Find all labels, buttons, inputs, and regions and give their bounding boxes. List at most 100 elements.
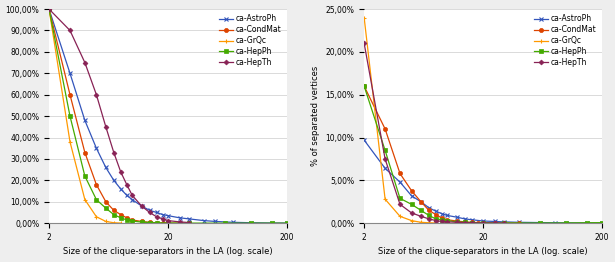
- ca-AstroPh: [176, 216, 183, 219]
- ca-CondMat: [453, 220, 461, 223]
- ca-HepPh: [536, 221, 544, 225]
- ca-CondMat: [102, 200, 109, 203]
- ca-CondMat: [396, 172, 403, 175]
- ca-HepTh: [164, 219, 172, 222]
- Line: ca-CondMat: ca-CondMat: [362, 84, 521, 225]
- ca-GrQc: [417, 221, 424, 224]
- ca-CondMat: [417, 200, 424, 203]
- ca-AstroPh: [129, 198, 136, 201]
- ca-AstroPh: [81, 119, 89, 122]
- ca-GrQc: [102, 220, 109, 223]
- ca-GrQc: [381, 198, 389, 201]
- ca-HepTh: [480, 221, 487, 225]
- ca-HepPh: [46, 8, 53, 11]
- ca-CondMat: [93, 183, 100, 186]
- ca-HepPh: [438, 218, 446, 221]
- ca-HepPh: [269, 222, 276, 225]
- ca-HepTh: [468, 221, 475, 224]
- ca-CondMat: [153, 221, 160, 224]
- ca-AstroPh: [453, 216, 461, 219]
- ca-HepPh: [443, 219, 451, 222]
- ca-AstroPh: [584, 221, 591, 225]
- ca-AstroPh: [432, 210, 440, 213]
- ca-HepPh: [417, 209, 424, 212]
- ca-CondMat: [432, 213, 440, 216]
- ca-HepTh: [153, 215, 160, 218]
- ca-CondMat: [123, 216, 130, 219]
- ca-AstroPh: [138, 204, 145, 208]
- ca-HepPh: [480, 221, 487, 224]
- ca-HepPh: [164, 221, 172, 225]
- ca-HepPh: [81, 174, 89, 178]
- ca-GrQc: [425, 221, 432, 224]
- ca-CondMat: [468, 221, 475, 224]
- ca-CondMat: [408, 189, 415, 192]
- ca-CondMat: [474, 221, 482, 224]
- ca-AstroPh: [501, 220, 508, 223]
- ca-HepPh: [93, 198, 100, 201]
- ca-HepTh: [102, 125, 109, 128]
- ca-HepPh: [102, 207, 109, 210]
- ca-CondMat: [138, 220, 145, 223]
- ca-HepTh: [138, 204, 145, 208]
- ca-CondMat: [81, 151, 89, 154]
- ca-HepTh: [408, 211, 415, 215]
- ca-HepPh: [146, 221, 153, 224]
- ca-HepPh: [221, 222, 229, 225]
- ca-AstroPh: [443, 214, 451, 217]
- ca-HepTh: [123, 183, 130, 186]
- ca-GrQc: [66, 140, 74, 143]
- ca-AstroPh: [515, 221, 523, 224]
- ca-HepTh: [176, 220, 183, 223]
- ca-HepPh: [110, 213, 117, 216]
- ca-CondMat: [110, 209, 117, 212]
- ca-HepPh: [284, 222, 291, 225]
- ca-CondMat: [425, 209, 432, 212]
- ca-AstroPh: [491, 220, 498, 223]
- ca-AstroPh: [93, 147, 100, 150]
- ca-AstroPh: [598, 221, 606, 225]
- ca-AstroPh: [480, 220, 487, 223]
- ca-GrQc: [396, 215, 403, 218]
- Line: ca-GrQc: ca-GrQc: [47, 7, 123, 226]
- ca-CondMat: [438, 216, 446, 220]
- Line: ca-HepPh: ca-HepPh: [362, 84, 604, 225]
- ca-AstroPh: [417, 200, 424, 203]
- ca-HepPh: [453, 220, 461, 223]
- ca-AstroPh: [146, 209, 153, 212]
- Y-axis label: % of separated vertices: % of separated vertices: [311, 66, 320, 166]
- ca-HepTh: [396, 203, 403, 206]
- ca-AstroPh: [46, 8, 53, 11]
- ca-CondMat: [501, 221, 508, 225]
- ca-AstroPh: [159, 213, 166, 216]
- ca-HepTh: [417, 215, 424, 218]
- ca-AstroPh: [551, 221, 558, 224]
- ca-HepTh: [146, 211, 153, 214]
- ca-CondMat: [129, 219, 136, 222]
- ca-HepPh: [66, 114, 74, 118]
- ca-AstroPh: [381, 167, 389, 170]
- ca-CondMat: [381, 127, 389, 130]
- ca-AstroPh: [117, 187, 124, 190]
- ca-AstroPh: [200, 219, 208, 222]
- ca-HepTh: [438, 220, 446, 223]
- ca-AstroPh: [102, 166, 109, 169]
- ca-GrQc: [117, 221, 124, 225]
- ca-HepTh: [501, 222, 508, 225]
- ca-HepPh: [584, 221, 591, 224]
- ca-HepTh: [461, 221, 469, 224]
- ca-GrQc: [93, 215, 100, 218]
- ca-HepTh: [117, 170, 124, 173]
- ca-HepTh: [381, 157, 389, 161]
- ca-HepTh: [81, 61, 89, 64]
- ca-HepPh: [248, 222, 255, 225]
- ca-HepTh: [360, 42, 368, 45]
- ca-AstroPh: [212, 220, 219, 223]
- ca-HepPh: [117, 216, 124, 219]
- ca-HepPh: [360, 85, 368, 88]
- ca-AstroPh: [164, 214, 172, 217]
- ca-HepPh: [598, 221, 606, 224]
- ca-AstroPh: [110, 179, 117, 182]
- ca-AstroPh: [269, 221, 276, 225]
- ca-HepTh: [93, 93, 100, 96]
